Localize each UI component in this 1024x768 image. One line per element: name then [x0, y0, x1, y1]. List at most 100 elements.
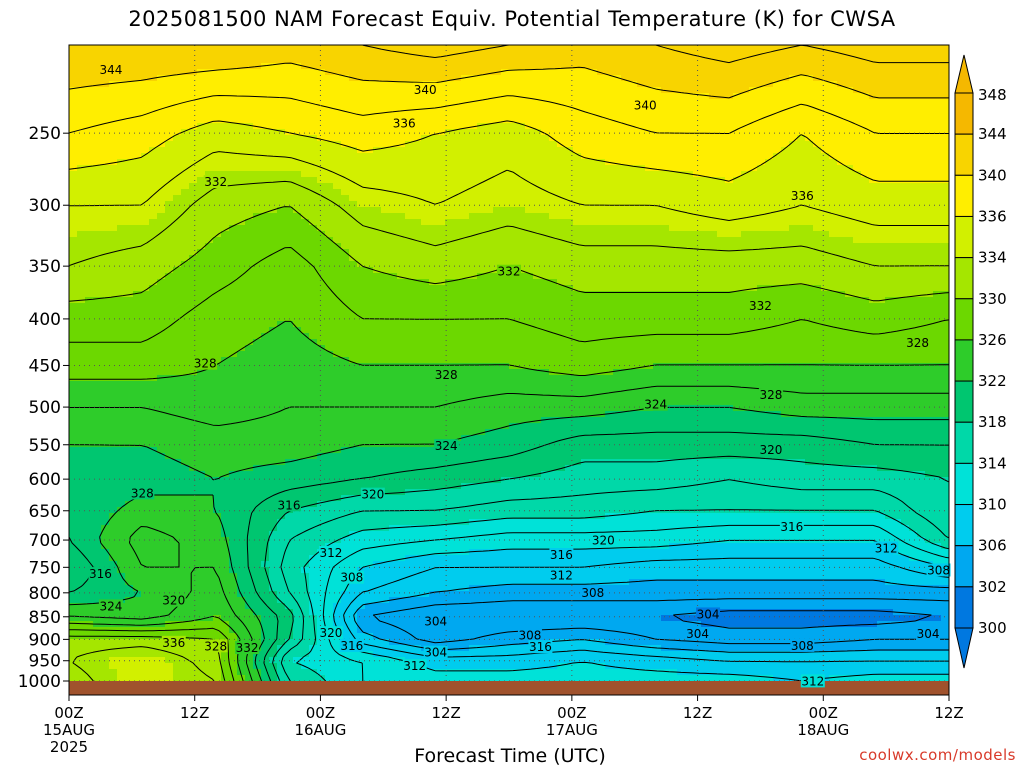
- field-cell: [765, 57, 774, 64]
- field-cell: [597, 237, 606, 244]
- field-cell: [389, 195, 398, 202]
- field-cell: [333, 135, 342, 142]
- field-cell: [85, 159, 94, 166]
- field-cell: [717, 177, 726, 184]
- field-cell: [773, 249, 782, 256]
- field-cell: [189, 315, 198, 322]
- field-cell: [269, 129, 278, 136]
- field-cell: [829, 309, 838, 316]
- field-cell: [501, 117, 510, 124]
- field-cell: [213, 87, 222, 94]
- field-cell: [69, 225, 78, 232]
- field-cell: [101, 177, 110, 184]
- field-cell: [637, 249, 646, 256]
- field-cell: [437, 285, 446, 292]
- field-cell: [237, 207, 246, 214]
- field-cell: [429, 303, 438, 310]
- field-cell: [341, 99, 350, 106]
- field-cell: [701, 231, 710, 238]
- field-cell: [77, 177, 86, 184]
- field-cell: [333, 69, 342, 76]
- field-cell: [741, 201, 750, 208]
- field-cell: [429, 111, 438, 118]
- field-cell: [429, 207, 438, 214]
- field-cell: [181, 183, 190, 190]
- field-cell: [605, 141, 614, 148]
- field-cell: [301, 105, 310, 112]
- field-cell: [941, 171, 949, 178]
- field-cell: [325, 219, 334, 226]
- field-cell: [501, 87, 510, 94]
- field-cell: [157, 195, 166, 202]
- field-cell: [821, 147, 830, 154]
- field-cell: [93, 93, 102, 100]
- field-cell: [589, 147, 598, 154]
- field-cell: [413, 135, 422, 142]
- field-cell: [693, 219, 702, 226]
- field-cell: [669, 159, 678, 166]
- field-cell: [149, 105, 158, 112]
- field-cell: [733, 231, 742, 238]
- field-cell: [141, 123, 150, 130]
- field-cell: [189, 243, 198, 250]
- field-cell: [589, 237, 598, 244]
- field-cell: [181, 195, 190, 202]
- field-cell: [253, 213, 262, 220]
- field-cell: [293, 255, 302, 262]
- field-cell: [485, 159, 494, 166]
- field-cell: [557, 51, 566, 58]
- field-cell: [645, 285, 654, 292]
- field-cell: [749, 153, 758, 160]
- field-cell: [189, 75, 198, 82]
- field-cell: [917, 225, 926, 232]
- field-cell: [325, 243, 334, 250]
- field-cell: [741, 87, 750, 94]
- field-cell: [805, 225, 814, 232]
- field-cell: [429, 93, 438, 100]
- field-cell: [309, 81, 318, 88]
- field-cell: [909, 291, 918, 298]
- field-cell: [597, 309, 606, 316]
- field-cell: [285, 267, 294, 274]
- field-cell: [437, 315, 446, 322]
- field-cell: [237, 297, 246, 304]
- field-cell: [581, 297, 590, 304]
- field-cell: [789, 147, 798, 154]
- field-cell: [173, 87, 182, 94]
- field-cell: [157, 285, 166, 292]
- field-cell: [613, 69, 622, 76]
- field-cell: [837, 69, 846, 76]
- field-cell: [421, 153, 430, 160]
- field-cell: [589, 141, 598, 148]
- field-cell: [325, 141, 334, 148]
- field-cell: [805, 213, 814, 220]
- field-cell: [101, 231, 110, 238]
- field-cell: [85, 141, 94, 148]
- field-cell: [269, 195, 278, 202]
- field-cell: [797, 135, 806, 142]
- field-cell: [621, 183, 630, 190]
- field-cell: [757, 153, 766, 160]
- field-cell: [501, 309, 510, 316]
- field-cell: [613, 255, 622, 262]
- field-cell: [541, 69, 550, 76]
- field-cell: [357, 279, 366, 286]
- field-cell: [405, 165, 414, 172]
- field-cell: [205, 123, 214, 130]
- field-cell: [925, 81, 934, 88]
- field-cell: [909, 153, 918, 160]
- field-cell: [277, 267, 286, 274]
- field-cell: [877, 273, 886, 280]
- field-cell: [893, 87, 902, 94]
- field-cell: [581, 147, 590, 154]
- field-cell: [733, 171, 742, 178]
- field-cell: [605, 225, 614, 232]
- field-cell: [445, 273, 454, 280]
- field-cell: [797, 75, 806, 82]
- field-cell: [157, 237, 166, 244]
- field-cell: [845, 255, 854, 262]
- field-cell: [549, 147, 558, 154]
- field-cell: [293, 57, 302, 64]
- field-cell: [845, 297, 854, 304]
- field-cell: [197, 87, 206, 94]
